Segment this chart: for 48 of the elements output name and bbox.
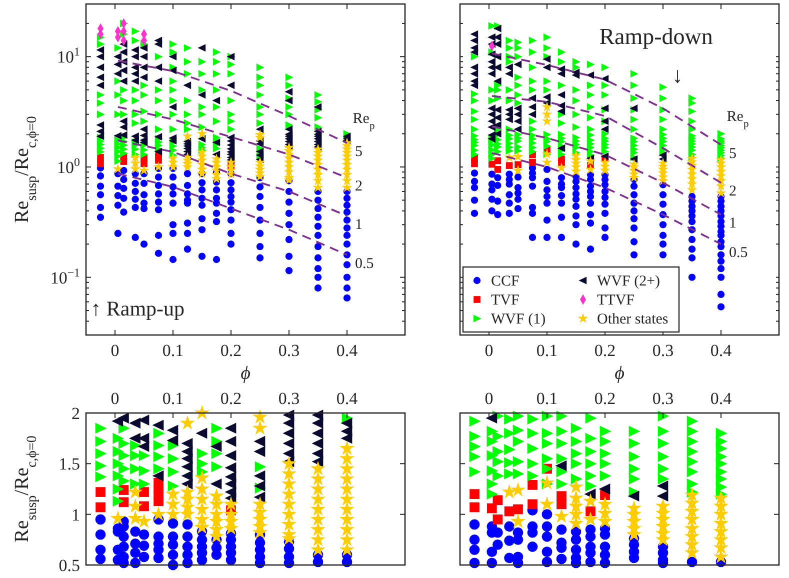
legend-label: WVF (1) [491, 312, 546, 328]
x-axis-title: ϕ [614, 363, 625, 384]
annotation: ↑ Ramp-up [90, 296, 185, 321]
y-tick-label: 0.5 [58, 556, 80, 575]
y-tick-label: 10$^{1}$ [57, 44, 80, 67]
series-label: 2 [729, 184, 736, 200]
x-tick-label: 0.3 [278, 389, 300, 408]
x-tick-label: 0.4 [336, 389, 358, 408]
x-tick-label: 0 [110, 389, 120, 408]
x-tick-label: 0.1 [536, 341, 558, 360]
annotation: Re$_{p}$ [726, 109, 749, 130]
x-tick-label: 0.2 [220, 389, 242, 408]
x-tick-label: 0.2 [220, 341, 242, 360]
legend-label: Other states [597, 312, 668, 328]
x-tick-label: 0 [484, 341, 494, 360]
series-label: 0.5 [729, 245, 748, 262]
y-tick-label: 10$^{−1}$ [50, 265, 80, 288]
x-tick-label: 0.4 [710, 389, 732, 408]
x-tick-label: 0.4 [336, 341, 358, 360]
x-tick-label: 0 [110, 341, 120, 360]
x-tick-label: 0.1 [536, 389, 558, 408]
x-tick-label: 0.1 [162, 341, 184, 360]
y-tick-label: 1.5 [58, 454, 80, 474]
x-tick-label: 0 [484, 389, 494, 408]
x-tick-label: 0.3 [652, 341, 674, 360]
series-label: 1 [355, 216, 362, 233]
x-tick-label: 0.1 [162, 389, 184, 408]
x-tick-label: 0.2 [594, 341, 616, 360]
x-tick-label: 0.4 [710, 341, 732, 360]
x-tick-label: 0.3 [652, 389, 674, 408]
series-label: 5 [355, 144, 362, 160]
y-tick-label: 2 [72, 404, 80, 423]
y-tick-label: 10$^{0}$ [57, 154, 80, 177]
y-tick-label: 1 [72, 505, 80, 524]
legend-label: CCF [491, 274, 520, 290]
series-label: 0.5 [355, 256, 374, 272]
annotation: ↓ [672, 62, 683, 88]
x-tick-label: 0.2 [594, 389, 616, 408]
series-label: 1 [729, 216, 736, 232]
legend-label: TVF [491, 292, 520, 308]
legend-label: TTVF [597, 292, 634, 308]
annotation: Re$_{p}$ [352, 111, 375, 132]
series-label: 5 [729, 146, 736, 162]
series-label: 2 [355, 178, 362, 195]
x-tick-label: 0.3 [278, 341, 300, 360]
x-axis-title: ϕ [240, 363, 251, 384]
annotation: Ramp-down [599, 24, 714, 50]
legend-label: WVF (2+) [597, 274, 660, 290]
